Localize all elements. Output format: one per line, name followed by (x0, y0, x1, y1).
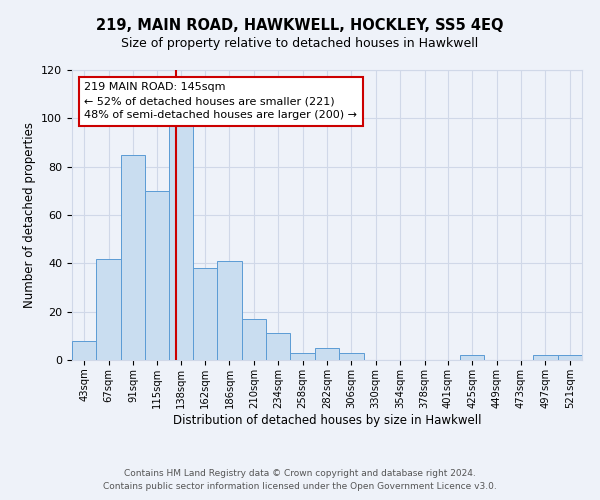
Text: Contains public sector information licensed under the Open Government Licence v3: Contains public sector information licen… (103, 482, 497, 491)
Bar (217, 261, 242, 360)
Bar (533, 355, 557, 360)
Bar (97, 258, 121, 360)
Bar (193, 268, 217, 360)
Bar (557, 355, 582, 360)
Bar (315, 348, 339, 360)
Text: 219 MAIN ROAD: 145sqm
← 52% of detached houses are smaller (221)
48% of semi-det: 219 MAIN ROAD: 145sqm ← 52% of detached … (84, 82, 357, 120)
Bar (290, 353, 315, 360)
Bar (72, 340, 97, 360)
Bar (339, 353, 364, 360)
Bar (169, 118, 193, 360)
Text: Contains HM Land Registry data © Crown copyright and database right 2024.: Contains HM Land Registry data © Crown c… (124, 468, 476, 477)
Bar (460, 355, 484, 360)
Bar (145, 191, 170, 360)
Text: Size of property relative to detached houses in Hawkwell: Size of property relative to detached ho… (121, 38, 479, 51)
Text: 219, MAIN ROAD, HAWKWELL, HOCKLEY, SS5 4EQ: 219, MAIN ROAD, HAWKWELL, HOCKLEY, SS5 4… (96, 18, 504, 32)
Bar (121, 154, 145, 360)
X-axis label: Distribution of detached houses by size in Hawkwell: Distribution of detached houses by size … (173, 414, 481, 426)
Bar (266, 334, 290, 360)
Y-axis label: Number of detached properties: Number of detached properties (23, 122, 35, 308)
Bar (242, 319, 266, 360)
